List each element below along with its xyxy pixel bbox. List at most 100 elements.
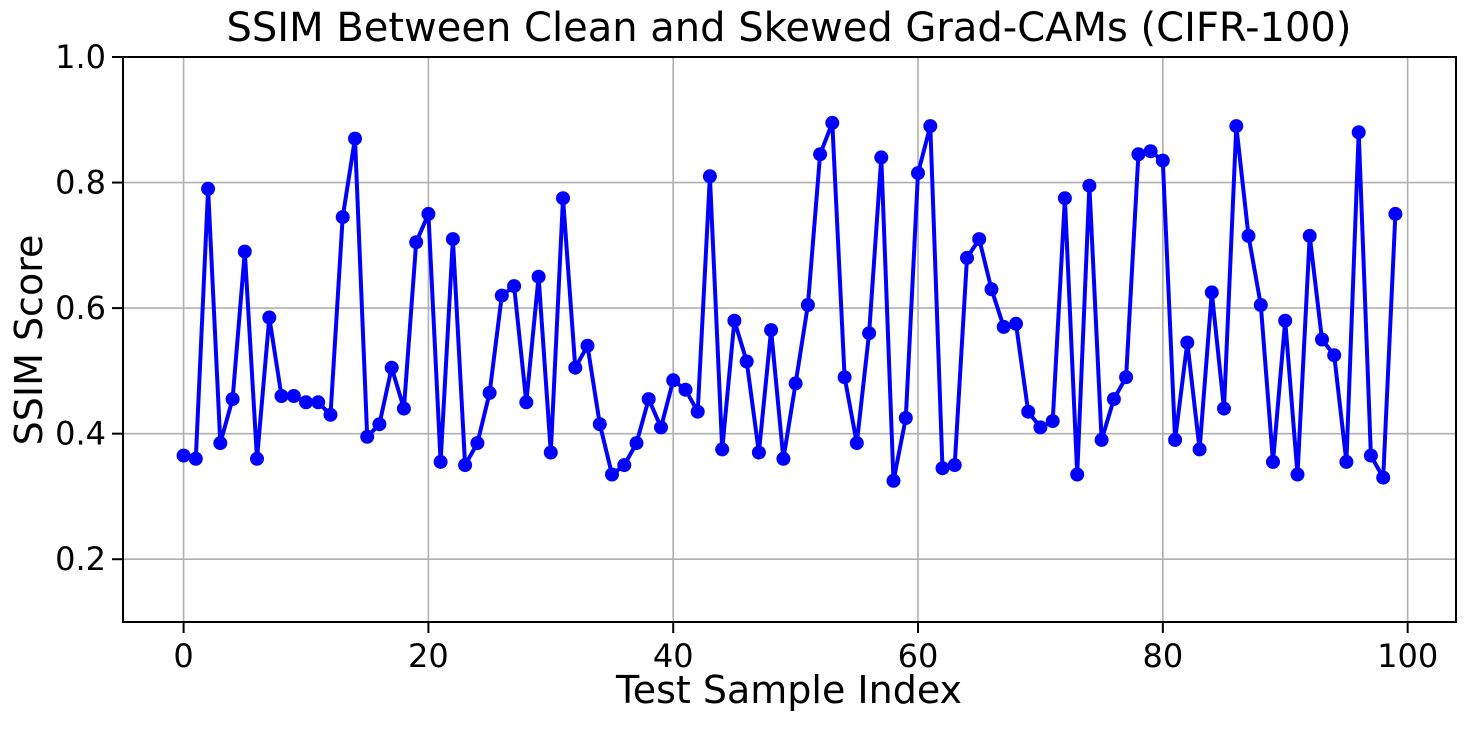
data-point (1021, 404, 1036, 419)
data-point (1290, 467, 1305, 482)
x-tick-label: 80 (1142, 637, 1183, 675)
data-point (654, 420, 668, 435)
data-point (641, 392, 656, 407)
y-tick-label: 0.2 (55, 540, 106, 578)
data-point (849, 436, 864, 451)
x-tick-label: 0 (173, 637, 193, 675)
y-tick-label: 0.8 (55, 164, 106, 202)
data-point (1351, 125, 1366, 140)
data-point (862, 326, 877, 341)
data-point (274, 389, 289, 403)
data-point (445, 232, 460, 247)
data-point (690, 404, 705, 419)
data-point (1155, 153, 1170, 168)
data-point (470, 436, 485, 451)
data-point (886, 473, 901, 488)
data-point (1266, 454, 1280, 469)
data-point (825, 115, 840, 130)
data-point (531, 269, 546, 284)
data-point (286, 389, 301, 403)
data-point (751, 445, 766, 460)
grid-layer (123, 56, 1456, 622)
data-point (335, 210, 350, 225)
data-point (1376, 470, 1391, 485)
data-point (519, 395, 534, 410)
data-point (947, 458, 962, 473)
tick-layer: 0.2 0.4 0.6 0.8 1.0 0 20 40 60 80 100 (55, 38, 1438, 675)
data-point (1143, 144, 1158, 159)
data-point (176, 448, 191, 463)
data-point (556, 191, 570, 206)
data-point (396, 401, 411, 416)
data-point (494, 288, 509, 303)
data-point (935, 461, 950, 476)
data-point (1057, 191, 1072, 206)
y-tick-label: 0.6 (55, 289, 106, 327)
data-point (225, 392, 240, 407)
data-point (1106, 392, 1121, 407)
data-point (1009, 316, 1023, 331)
data-point (580, 338, 595, 353)
data-point (507, 279, 522, 294)
x-tick-label: 60 (898, 637, 939, 675)
data-point (776, 451, 791, 466)
data-point (323, 407, 338, 422)
data-point (1045, 414, 1060, 429)
y-tick-label: 1.0 (55, 38, 106, 76)
data-point (1241, 228, 1256, 243)
data-point (311, 395, 326, 410)
data-point (617, 458, 632, 473)
data-point (1363, 448, 1378, 463)
data-point (1339, 454, 1354, 469)
data-point (1388, 206, 1403, 221)
data-point (984, 282, 999, 297)
data-point (911, 166, 925, 181)
data-point (788, 376, 803, 391)
data-point (813, 147, 828, 162)
data-point (1033, 420, 1048, 435)
data-point (923, 119, 938, 134)
data-point (727, 313, 742, 328)
data-point (237, 244, 252, 259)
data-point (1180, 335, 1195, 350)
data-point (960, 250, 974, 265)
data-point (764, 323, 779, 338)
axes-spines (122, 56, 1457, 623)
data-point (360, 429, 375, 444)
data-point (1253, 298, 1268, 312)
data-point (1315, 332, 1329, 347)
chart-title: SSIM Between Clean and Skewed Grad-CAMs … (227, 5, 1352, 51)
x-tick-label: 40 (653, 637, 694, 675)
x-tick-label: 20 (408, 637, 449, 675)
data-point (433, 454, 448, 469)
y-tick-label: 0.4 (55, 415, 106, 453)
data-point (1070, 467, 1085, 482)
data-point (262, 310, 277, 325)
data-point (629, 436, 644, 451)
data-point (421, 206, 436, 221)
data-point (482, 385, 497, 400)
data-point (201, 181, 216, 196)
data-point (1217, 401, 1231, 416)
data-point (1278, 313, 1293, 328)
data-series-layer (176, 115, 1403, 488)
data-point (898, 411, 913, 425)
data-point (372, 417, 387, 432)
data-point (188, 451, 203, 466)
data-point (837, 370, 852, 385)
data-point (1327, 348, 1342, 363)
data-point (458, 458, 473, 473)
y-axis-label: SSIM Score (7, 235, 51, 446)
data-point (800, 298, 815, 312)
data-point (543, 445, 558, 460)
data-point (1119, 370, 1134, 385)
data-point (1204, 285, 1219, 300)
data-point (250, 451, 264, 466)
data-point (1192, 442, 1207, 457)
data-point (874, 150, 889, 165)
data-point (299, 395, 313, 410)
plot-border (122, 56, 1457, 623)
data-point (348, 131, 362, 146)
